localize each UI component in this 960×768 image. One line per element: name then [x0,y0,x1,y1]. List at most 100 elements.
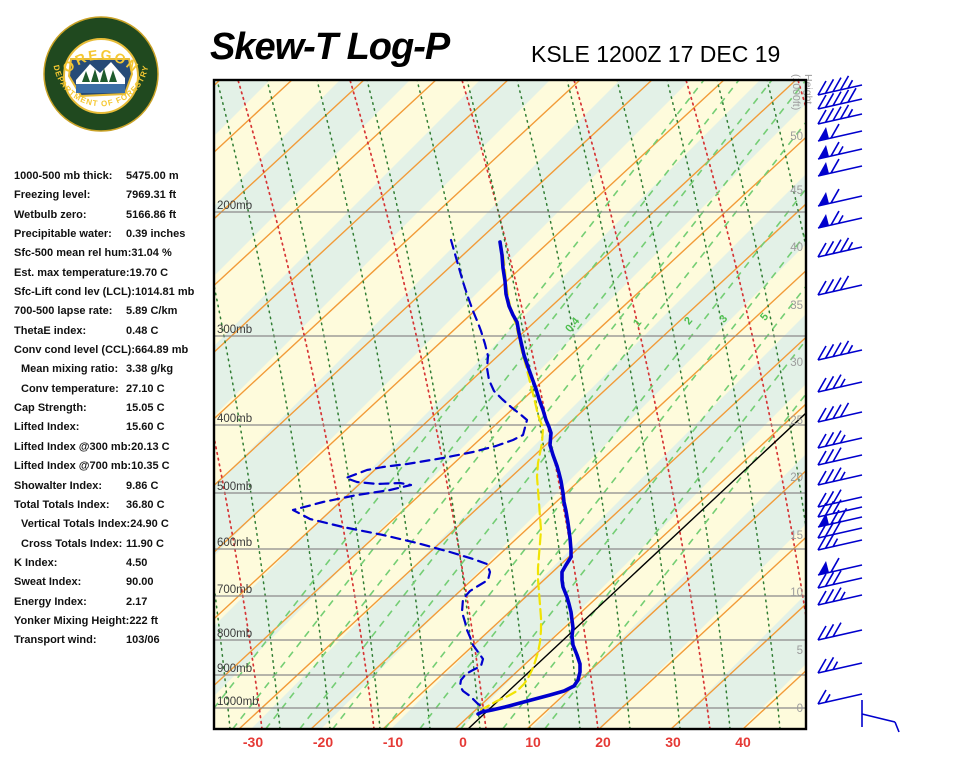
height-label: 50 [790,131,803,143]
index-row: K Index: 4.50 [14,554,219,573]
temp-axis-label: -10 [383,734,403,750]
red-dotted-line [461,80,599,729]
index-label: Lifted Index: [14,421,80,434]
dry-adiabat-line [887,80,960,729]
index-row: Yonker Mixing Height: 222 ft [14,612,219,631]
index-value: 664.89 mb [135,344,189,357]
height-label: 25 [790,415,803,427]
temp-axis-label: -20 [313,734,333,750]
index-value: 15.60 C [126,421,165,434]
wind-barb [817,123,863,142]
height-label: 40 [790,242,803,254]
pressure-label: 600mb [217,537,252,549]
index-value: 103/06 [126,634,160,647]
index-row: 700-500 lapse rate: 5.89 C/km [14,302,219,321]
index-label: Mean mixing ratio: [21,363,119,376]
index-label: ThetaE index: [14,324,87,337]
index-row: 1000-500 mb thick: 5475.00 m [14,167,219,186]
pressure-label: 700mb [217,584,252,596]
red-dotted-line [573,80,711,729]
red-dotted-line [214,433,263,729]
green-dotted-line [917,80,960,729]
green-dotted-line [266,80,381,729]
dry-adiabat-line [214,80,365,220]
wind-barb [817,689,863,705]
station-datetime-label: KSLE 1200Z 17 DEC 19 [531,41,781,67]
wind-barb [817,447,863,466]
red-dotted-line [349,80,487,729]
index-label: Lifted Index @700 mb: [14,460,132,473]
red-dotted-line [685,80,806,623]
wind-barb [817,533,863,551]
index-row: Cross Totals Index: 11.90 C [14,535,219,554]
index-value: 4.50 [126,556,148,569]
index-row: Precipitable water: 0.39 inches [14,225,219,244]
green-dotted-line [416,80,531,729]
index-value: 0.48 C [126,324,159,337]
dewpoint-trace [291,238,529,713]
green-dotted-line [817,80,930,729]
index-value: 2.17 [126,595,148,608]
index-row: Lifted Index @300 mb: 20.13 C [14,438,219,457]
index-label: Transport wind: [14,634,97,647]
index-label: Lifted Index @300 mb: [14,440,132,453]
wind-barb [817,87,863,110]
index-row: Est. max temperature: 19.70 C [14,264,219,283]
height-label: 5 [797,645,803,657]
wind-barb [817,237,863,258]
index-value: 222 ft [129,614,159,627]
index-row: Lifted Index: 15.60 C [14,418,219,437]
index-value: 1014.81 mb [135,286,195,299]
index-label: K Index: [14,556,58,569]
temp-axis-label: 20 [595,734,611,750]
dry-adiabat-line [214,80,581,420]
dry-adiabat-line [214,80,437,287]
index-value: 9.86 C [126,479,159,492]
dry-adiabat-line [214,136,806,687]
wind-barb [817,75,863,96]
red-dotted-line [797,80,806,111]
index-row: Freezing level: 7969.31 ft [14,186,219,205]
dry-adiabat-line [214,80,509,354]
height-label: 30 [790,357,803,369]
index-value: 5.89 C/km [126,305,178,318]
temperature-trace [476,240,582,716]
index-row: Showalter Index: 9.86 C [14,477,219,496]
height-label: 20 [790,472,803,484]
wind-barb [817,467,863,486]
wind-barb [817,188,863,207]
pressure-label: 800mb [217,628,252,640]
index-label: Est. max temperature: [14,266,130,279]
pressure-label: 300mb [217,324,252,336]
wind-barb [817,656,863,674]
index-row: Transport wind: 103/06 [14,631,219,650]
height-label: 0 [797,703,803,715]
plot-border [212,78,808,731]
index-label: Showalter Index: [14,479,103,492]
index-row: Mean mixing ratio: 3.38 g/kg [14,360,219,379]
wind-barb [817,374,863,393]
index-value: 0.39 inches [126,228,186,241]
dry-adiabat-line [214,80,725,554]
dry-adiabat-line [598,536,806,729]
dry-adiabat-line [815,80,960,729]
green-dotted-line [867,80,960,729]
index-row: Wetbulb zero: 5166.86 ft [14,206,219,225]
index-label: 700-500 lapse rate: [14,305,113,318]
index-row: Total Totals Index: 36.80 C [14,496,219,515]
index-value: 19.70 C [129,266,169,279]
green-dotted-line [566,80,681,729]
dry-adiabat-line [382,336,806,729]
index-value: 27.10 C [126,382,165,395]
index-row: Lifted Index @700 mb: 10.35 C [14,457,219,476]
index-label: Vertical Totals Index: [21,518,131,531]
plot-area [214,80,960,729]
pressure-label: 500mb [217,481,252,493]
pressure-label: 1000mb [217,696,259,708]
index-label: Sfc-500 mean rel hum: [14,247,132,260]
index-label: Cap Strength: [14,402,87,415]
index-label: Total Totals Index: [14,498,110,511]
wind-barb [817,158,863,177]
wind-barb [817,210,863,229]
